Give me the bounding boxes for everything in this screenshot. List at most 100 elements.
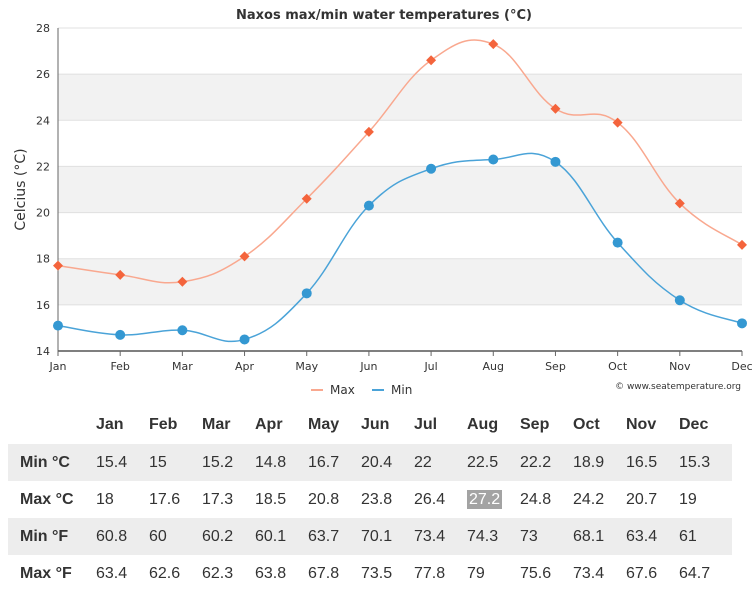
table-cell: 60.2 <box>202 527 234 545</box>
table-cell: 67.8 <box>308 564 340 582</box>
table-row: Max °F 63.4 62.6 62.3 63.8 67.8 73.5 77.… <box>8 555 732 592</box>
table-cell: 73.5 <box>361 564 393 582</box>
data-point-min <box>115 329 126 340</box>
data-point-max <box>488 39 499 50</box>
table-cell: 18.9 <box>573 453 605 471</box>
plot-band <box>58 258 742 305</box>
x-tick-label: Jul <box>423 360 437 373</box>
table-cell: 60 <box>149 527 167 545</box>
x-tick-label: Mar <box>172 360 193 373</box>
chart-credit: © www.seatemperature.org <box>615 382 741 392</box>
table-cell: 62.6 <box>149 564 181 582</box>
y-tick-label: 22 <box>36 160 50 173</box>
table-cell: 74.3 <box>467 527 499 545</box>
chart-area: 14 16 18 20 22 24 26 28 Jan Feb Mar Apr May Jun Jul Aug… <box>13 8 753 397</box>
y-axis-title: Celcius (°C) <box>13 148 29 230</box>
table-cell: 17.3 <box>202 490 234 508</box>
x-tick-label: May <box>295 360 318 373</box>
data-point-min <box>674 295 685 306</box>
table-cell: 22.5 <box>467 453 499 471</box>
table-cell: 73 <box>520 527 538 545</box>
table-cell: 60.1 <box>255 527 287 545</box>
data-point-min <box>363 200 374 211</box>
x-tick-label: Sep <box>545 360 566 373</box>
table-cell: 18 <box>96 490 114 508</box>
table-cell: 22 <box>414 453 432 471</box>
table-cell: 63.4 <box>96 564 128 582</box>
table-cell: 77.8 <box>414 564 446 582</box>
row-label: Min °C <box>20 453 70 471</box>
legend-label-min: Min <box>391 383 412 397</box>
table-row: Max °C 18 17.6 17.3 18.5 20.8 23.8 26.4 … <box>8 481 732 518</box>
table-cell: 24.2 <box>573 490 605 508</box>
x-tick-label: Dec <box>731 360 752 373</box>
legend-label-max: Max <box>330 383 355 397</box>
table-header-row: Jan Feb Mar Apr May Jun Jul Aug Sep Oct … <box>8 406 732 444</box>
month-header: Nov <box>626 416 657 433</box>
month-header: Jan <box>96 416 124 433</box>
table-cell: 14.8 <box>255 453 287 471</box>
temperature-table: Jan Feb Mar Apr May Jun Jul Aug Sep Oct … <box>8 406 732 592</box>
table-cell: 67.6 <box>626 564 658 582</box>
table-cell: 22.2 <box>520 453 552 471</box>
y-tick-label: 26 <box>36 68 50 81</box>
y-tick-label: 16 <box>36 299 50 312</box>
y-tick-label: 14 <box>36 345 50 358</box>
table-cell: 61 <box>679 527 697 545</box>
table-cell: 60.8 <box>96 527 128 545</box>
x-tick-label: Jun <box>359 360 377 373</box>
row-label: Max °F <box>20 564 72 582</box>
data-point-min <box>239 334 250 345</box>
table-cell: 70.1 <box>361 527 393 545</box>
month-header: Mar <box>202 416 231 433</box>
table-corner <box>8 406 96 444</box>
table-cell: 63.7 <box>308 527 340 545</box>
data-point-max <box>239 251 250 262</box>
table-cell: 63.8 <box>255 564 287 582</box>
month-header: Jul <box>414 416 438 433</box>
table-cell: 15 <box>149 453 167 471</box>
data-point-min <box>53 320 63 331</box>
data-point-max <box>363 126 374 137</box>
table-cell: 73.4 <box>414 527 446 545</box>
row-label: Min °F <box>20 527 69 545</box>
y-tick-label: 18 <box>36 253 50 266</box>
table-cell: 18.5 <box>255 490 287 508</box>
table-cell: 16.7 <box>308 453 340 471</box>
table-cell: 16.5 <box>626 453 658 471</box>
table-cell: 20.4 <box>361 453 393 471</box>
data-point-min <box>177 325 188 336</box>
data-point-min <box>426 163 437 174</box>
table-cell: 15.2 <box>202 453 234 471</box>
table-row: Min °C 15.4 15 15.2 14.8 16.7 20.4 22 22… <box>8 444 732 481</box>
data-point-max <box>115 269 126 280</box>
data-point-max <box>177 276 188 287</box>
data-point-max <box>426 55 437 66</box>
data-point-max <box>301 193 312 204</box>
table-cell: 68.1 <box>573 527 605 545</box>
table-cell: 24.8 <box>520 490 552 508</box>
chart-title: Naxos max/min water temperatures (°C) <box>236 8 532 23</box>
table-cell: 20.8 <box>308 490 340 508</box>
data-point-max <box>674 198 685 209</box>
table-cell: 79 <box>467 564 485 582</box>
table-cell: 15.4 <box>96 453 128 471</box>
x-tick-label: Oct <box>608 360 628 373</box>
table-row: Min °F 60.8 60 60.2 60.1 63.7 70.1 73.4 … <box>8 518 732 555</box>
highlighted-value: 27.2 <box>467 489 503 509</box>
month-header: Aug <box>467 416 499 433</box>
row-label: Max °C <box>20 490 74 508</box>
data-point-max <box>550 103 561 114</box>
plot-band <box>58 166 742 213</box>
data-point-min <box>737 318 747 329</box>
month-header: Dec <box>679 416 709 433</box>
month-header: May <box>308 416 340 433</box>
month-header: Jun <box>361 416 390 433</box>
table-cell: 73.4 <box>573 564 605 582</box>
table-cell: 64.7 <box>679 564 711 582</box>
table-cell-highlighted: 27.2 <box>467 481 520 518</box>
table-cell: 20.7 <box>626 490 658 508</box>
month-header: Oct <box>573 416 600 433</box>
month-header: Apr <box>255 416 283 433</box>
data-point-min <box>301 288 312 299</box>
